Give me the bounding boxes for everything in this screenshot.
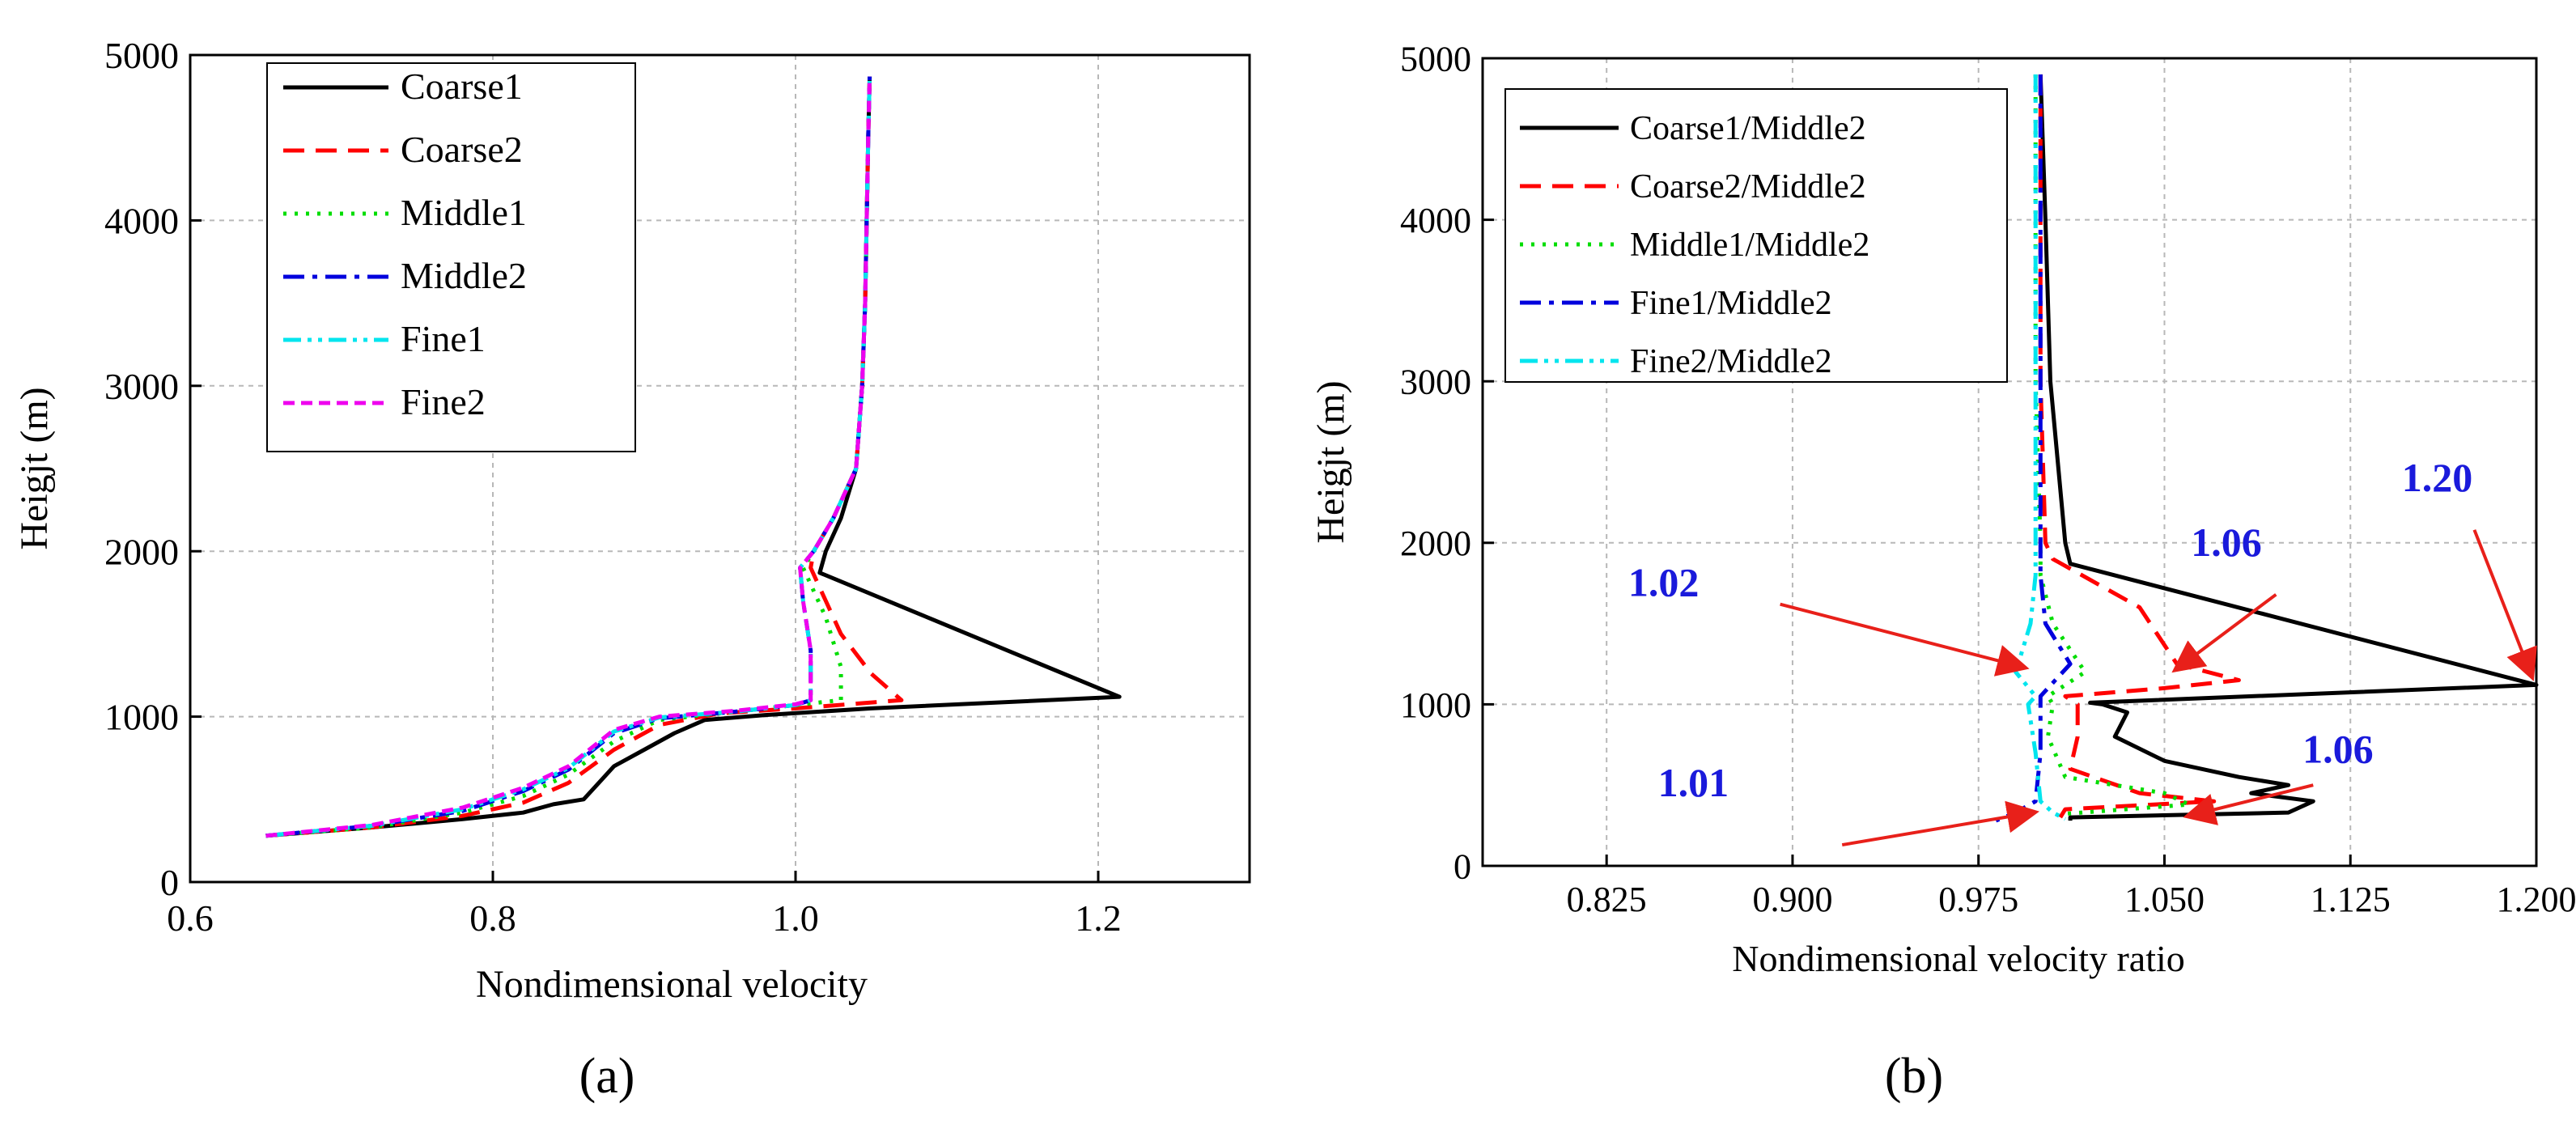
chart-b-x-tick-label: 0.825 [1567,880,1647,919]
chart-b-y-tick-label: 2000 [1400,524,1471,563]
legend-label-coarse2-middle2: Coarse2/Middle2 [1630,168,1866,206]
chart-a-series-coarse2 [265,76,904,838]
chart-b-legend-swatches [1520,125,1619,363]
chart-b-annotation-arrow [2171,593,2277,673]
legend-label-coarse1-middle2: Coarse1/Middle2 [1630,110,1866,147]
chart-b-x-tick-label: 1.200 [2497,880,2576,919]
chart-b-y-tick-label: 5000 [1400,39,1471,78]
chart-b-x-tick-label: 1.125 [2311,880,2391,919]
chart-b-plot-frame [1481,57,2538,867]
chart-b-caption: (b) [1885,1049,1943,1104]
chart-a-y-tick-label: 5000 [104,35,179,76]
chart-b-series-middle1-middle2 [2033,74,2192,816]
chart-b-x-tick-label: 1.050 [2124,880,2205,919]
chart-a-x-tick-label: 0.8 [469,897,516,939]
chart-b-y-axis-label: Heigjt (m) [1309,380,1352,543]
legend-label-fine1-middle2: Fine1/Middle2 [1630,285,1832,322]
chart-a-x-tick-label: 0.6 [167,897,214,939]
chart-b-axis-ticks: 0.825 0.900 0.975 1.050 1.125 1.200 0 1000 2000 3… [1400,39,2576,919]
chart-a-x-tick-label: 1.0 [772,897,819,939]
chart-a-caption: (a) [579,1049,635,1104]
chart-a-x-tick-label: 1.2 [1075,897,1122,939]
chart-b-annotation-arrow [1780,602,2030,677]
chart-a-y-tick-label: 2000 [104,531,179,572]
chart-a-y-tick-label: 1000 [104,697,179,738]
chart-b-annotation-arrow [1841,800,2039,847]
legend-label-middle2: Middle2 [401,255,527,296]
chart-b-x-tick-label: 0.900 [1752,880,1832,919]
legend-label-fine2-middle2: Fine2/Middle2 [1630,343,1832,380]
chart-b-annotation-label: 1.02 [1628,560,1700,605]
chart-b-annotation-label: 1.20 [2402,455,2473,500]
chart-b-annotation-label: 1.06 [2191,520,2262,565]
chart-a-x-axis-label: Nondimensional velocity [476,963,868,1006]
chart-a-series-group [265,76,1122,838]
chart-panel-b: 0.825 0.900 0.975 1.050 1.125 1.200 0 1000 2000 3… [1309,39,2576,1104]
chart-a-y-axis-label: Heigjt (m) [13,387,56,549]
chart-a-series-fine1 [265,76,872,838]
chart-b-annotations: 1.20 1.06 1.02 1.01 1.06 [1628,455,2537,847]
chart-b-annotation-label: 1.06 [2302,726,2374,771]
chart-b-x-tick-label: 0.975 [1938,880,2018,919]
chart-b-series-coarse1-middle2 [2038,74,2539,821]
chart-b-series-group [1995,74,2539,823]
chart-b-x-axis-label: Nondimensional velocity ratio [1732,938,2185,979]
chart-a-y-tick-label: 4000 [104,201,179,242]
chart-b-annotation-arrow [2183,783,2314,825]
legend-label-middle1-middle2: Middle1/Middle2 [1630,227,1869,264]
chart-a-legend-swatches [283,85,388,405]
chart-b-legend: Coarse1/Middle2 Coarse2/Middle2 Middle1/… [1504,88,2008,383]
legend-label-fine2: Fine2 [401,381,486,422]
chart-b-y-tick-label: 3000 [1400,363,1471,402]
chart-b-y-tick-label: 1000 [1400,685,1471,725]
chart-b-y-tick-label: 4000 [1400,201,1471,240]
chart-b-series-fine2-middle2 [2014,74,2067,821]
chart-panel-a: 0.6 0.8 1.0 1.2 0 1000 2000 3000 4000 5000 Coarse… [13,35,1251,1104]
chart-a-legend-box [266,62,636,452]
chart-a-legend: Coarse1 Coarse2 Middle1 Middle2 Fine1 Fi… [266,62,636,452]
chart-b-series-coarse2-middle2 [2038,74,2241,819]
legend-label-fine1: Fine1 [401,318,486,359]
legend-label-middle1: Middle1 [401,192,527,233]
chart-a-y-tick-label: 0 [160,862,179,903]
chart-b-annotation-arrow [2472,529,2537,681]
chart-b-series-fine1-middle2 [1995,74,2073,823]
chart-b-y-tick-label: 0 [1454,846,1471,886]
legend-label-coarse1: Coarse1 [401,66,523,107]
chart-b-legend-box [1504,88,2008,383]
chart-a-y-tick-label: 3000 [104,366,179,407]
chart-a-plot-frame [189,53,1251,884]
legend-label-coarse2: Coarse2 [401,129,523,170]
chart-b-annotation-label: 1.01 [1658,760,1729,805]
chart-a-axis-ticks: 0.6 0.8 1.0 1.2 0 1000 2000 3000 4000 5000 [104,35,1122,939]
